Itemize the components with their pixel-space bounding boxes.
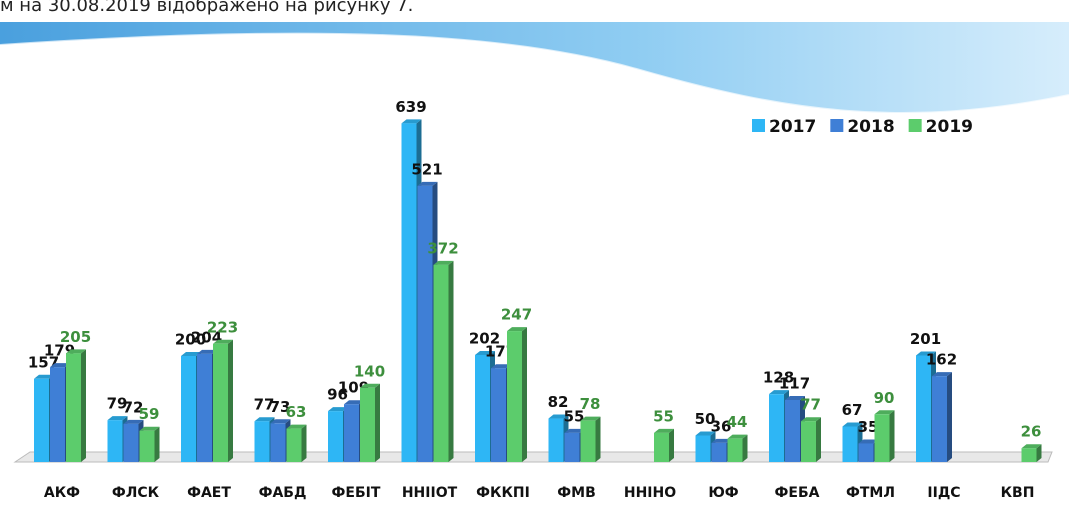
bar — [124, 424, 139, 462]
value-label: 372 — [427, 239, 458, 257]
value-label: 201 — [910, 330, 941, 348]
bar — [50, 367, 65, 462]
bar-side — [522, 327, 527, 462]
value-label: 77 — [800, 396, 821, 414]
bar — [213, 344, 228, 462]
bar — [140, 431, 155, 462]
x-tick-label: АКФ — [44, 485, 80, 501]
value-label: 26 — [1021, 423, 1042, 441]
bar-side — [81, 349, 86, 462]
bar — [255, 421, 270, 462]
bar — [475, 355, 490, 462]
bar — [491, 368, 506, 462]
bar — [507, 331, 522, 462]
x-tick-label: ФТМЛ — [846, 485, 895, 501]
bar — [875, 414, 890, 462]
bar-side — [449, 261, 454, 462]
legend-label: 2017 — [769, 117, 816, 137]
legend-swatch — [830, 119, 843, 132]
bar — [581, 421, 596, 462]
bar — [328, 411, 343, 462]
x-tick-label: ФЕБА — [775, 485, 820, 501]
bar-side — [669, 429, 674, 462]
bar — [271, 423, 286, 462]
page: м на 30.08.2019 відображено на рисунку 7… — [0, 0, 1069, 505]
legend-label: 2018 — [847, 117, 894, 137]
bar-side — [743, 435, 748, 462]
floor — [15, 452, 1052, 462]
bar-side — [155, 427, 160, 462]
legend-swatch — [909, 119, 922, 132]
x-tick-label: ФЛСК — [112, 485, 160, 501]
x-tick-label: КВП — [1001, 485, 1035, 501]
bar — [197, 354, 212, 462]
value-label: 140 — [354, 362, 385, 380]
value-label: 63 — [286, 403, 307, 421]
bar — [728, 439, 743, 462]
value-label: 205 — [60, 328, 91, 346]
value-label: 639 — [395, 98, 426, 116]
bar — [434, 265, 449, 462]
bar — [696, 436, 711, 463]
x-tick-label: ФАЕТ — [187, 485, 231, 501]
page-text: м на 30.08.2019 відображено на рисунку 7… — [0, 0, 413, 16]
bar — [712, 443, 727, 462]
bar — [654, 433, 669, 462]
value-label: 247 — [501, 306, 532, 324]
bar-side — [816, 417, 821, 462]
value-label: 521 — [411, 160, 442, 178]
value-label: 55 — [653, 407, 674, 425]
x-tick-label: ННІІОТ — [402, 485, 458, 501]
value-label: 59 — [139, 405, 160, 423]
bar — [785, 400, 800, 462]
bar — [181, 356, 196, 462]
bar — [801, 421, 816, 462]
chart: м на 30.08.2019 відображено на рисунку 7… — [0, 0, 1069, 505]
bar — [66, 353, 81, 462]
bar — [1022, 448, 1037, 462]
bar — [843, 426, 858, 462]
legend-label: 2019 — [926, 117, 973, 137]
bar — [916, 355, 931, 462]
x-tick-label: ФККПІ — [476, 485, 530, 501]
bar — [769, 394, 784, 462]
bar — [418, 186, 433, 462]
value-label: 44 — [727, 413, 748, 431]
bar — [344, 404, 359, 462]
x-tick-label: ФАБД — [259, 485, 307, 501]
bar-side — [596, 417, 601, 462]
bar — [932, 376, 947, 462]
bar-side — [947, 372, 952, 462]
bar — [108, 420, 123, 462]
value-label: 67 — [842, 401, 863, 419]
x-tick-label: ФМВ — [557, 485, 596, 501]
x-tick-label: ІІДС — [927, 485, 960, 501]
value-label: 90 — [874, 389, 895, 407]
bar — [859, 443, 874, 462]
x-tick-label: ННІНО — [624, 485, 676, 501]
value-label: 223 — [207, 318, 238, 336]
bar — [565, 433, 580, 462]
bar-side — [375, 384, 380, 462]
value-label: 78 — [580, 395, 601, 413]
bar-side — [890, 410, 895, 462]
bar — [549, 419, 564, 462]
bar-side — [302, 425, 307, 462]
bar — [34, 379, 49, 462]
bar — [287, 429, 302, 462]
value-label: 162 — [926, 351, 957, 369]
x-tick-label: ЮФ — [708, 485, 738, 501]
legend-swatch — [752, 119, 765, 132]
bar — [360, 388, 375, 462]
x-tick-label: ФЕБІТ — [332, 485, 381, 501]
bar-side — [228, 340, 233, 462]
value-label: 117 — [779, 374, 810, 392]
